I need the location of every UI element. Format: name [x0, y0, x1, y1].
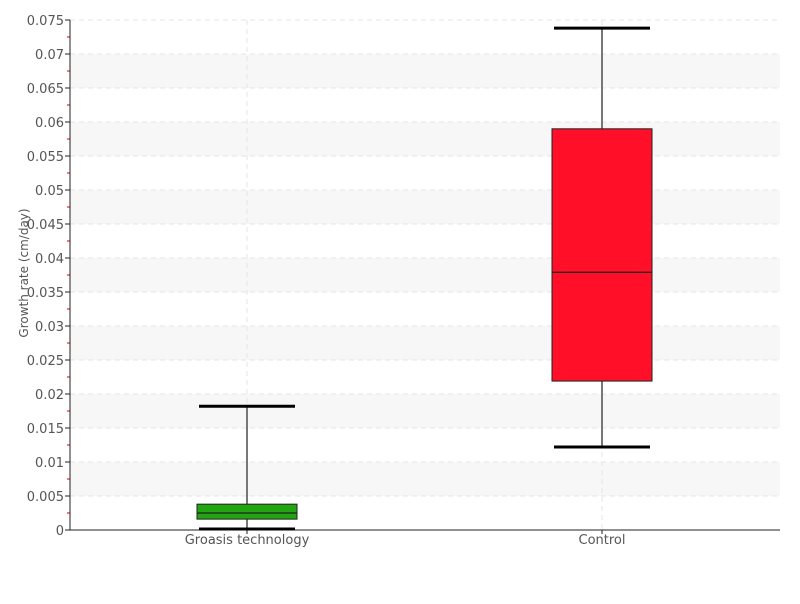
y-axis: 0 0.005 0.01 0.015 0.02 0.025 0.03 0.035 0.04 0.0…	[27, 14, 71, 539]
y-axis-label: Growth rate (cm/day)	[17, 208, 31, 337]
y-tick-label: 0.02	[35, 388, 64, 403]
grid-band	[70, 54, 780, 88]
y-tick-label: 0.045	[27, 218, 64, 233]
x-tick-label: Control	[579, 533, 626, 548]
grid-band	[70, 190, 780, 224]
grid-band	[70, 394, 780, 428]
grid-bands	[70, 54, 780, 496]
y-tick-label: 0.06	[35, 116, 64, 131]
box-0	[196, 503, 298, 520]
grid-band	[70, 462, 780, 496]
x-tick-label: Groasis technology	[185, 533, 310, 548]
y-tick-label: 0.075	[27, 14, 64, 29]
grid-band	[70, 122, 780, 156]
y-tick-label: 0.055	[27, 150, 64, 165]
y-tick-label: 0.03	[35, 320, 64, 335]
y-tick-label: 0.04	[35, 252, 64, 267]
x-axis: Groasis technology Control	[70, 529, 780, 548]
y-tick-label: 0.025	[27, 354, 64, 369]
y-tick-label: 0	[56, 524, 64, 539]
y-tick-label: 0.07	[35, 48, 64, 63]
grid-band	[70, 258, 780, 292]
box-1	[551, 128, 653, 382]
boxes	[196, 26, 653, 531]
y-tick-label: 0.005	[27, 490, 64, 505]
y-tick-label: 0.05	[35, 184, 64, 199]
grid-band	[70, 326, 780, 360]
y-tick-label: 0.065	[27, 82, 64, 97]
y-tick-label: 0.01	[35, 456, 64, 471]
y-tick-label: 0.015	[27, 422, 64, 437]
y-tick-label: 0.035	[27, 286, 64, 301]
